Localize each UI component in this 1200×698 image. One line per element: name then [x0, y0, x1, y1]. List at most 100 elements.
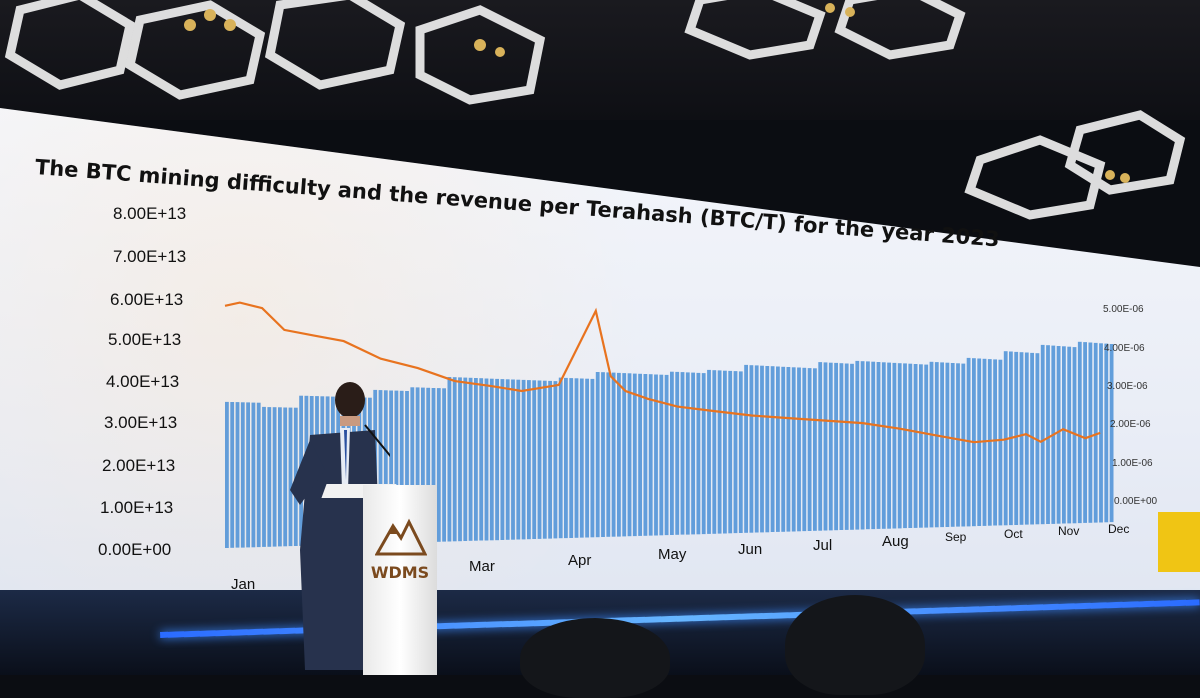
difficulty-bar [733, 371, 738, 534]
difficulty-bar [744, 364, 748, 533]
difficulty-bar [701, 373, 706, 535]
y-tick-label: 0.00E+00 [98, 540, 172, 559]
difficulty-bar [807, 368, 812, 531]
difficulty-bar [987, 359, 992, 526]
difficulty-bar [908, 363, 913, 528]
difficulty-bar [500, 379, 505, 540]
y-tick-label: 2.00E+13 [102, 456, 176, 475]
difficulty-bar [436, 388, 441, 542]
difficulty-bar [1072, 347, 1077, 524]
difficulty-bar [659, 374, 664, 536]
y2-tick-label: 2.00E-06 [1110, 419, 1151, 430]
difficulty-bar [1104, 343, 1109, 523]
difficulty-bar [383, 390, 388, 544]
difficulty-bar [712, 370, 717, 534]
difficulty-bar [611, 372, 616, 537]
x-month-label: Nov [1058, 524, 1080, 538]
difficulty-bar [638, 373, 642, 536]
difficulty-bar [521, 379, 526, 540]
difficulty-bar [447, 377, 452, 542]
difficulty-bar [876, 362, 881, 529]
difficulty-bar [929, 361, 934, 528]
difficulty-bar [1099, 343, 1103, 523]
y-tick-label: 3.00E+13 [104, 413, 178, 432]
difficulty-bar [246, 402, 250, 548]
difficulty-bar [240, 402, 245, 548]
difficulty-bar [431, 388, 436, 542]
difficulty-bar [664, 374, 669, 536]
difficulty-bar [474, 378, 478, 541]
difficulty-bar [389, 390, 393, 544]
difficulty-bar [685, 372, 690, 535]
y-tick-label: 1.00E+13 [100, 498, 174, 517]
difficulty-bar [855, 360, 860, 530]
difficulty-bar [707, 369, 711, 534]
difficulty-bar [1019, 352, 1024, 525]
x-month-label: Apr [568, 552, 592, 569]
difficulty-bar [1062, 346, 1066, 524]
difficulty-bar [394, 390, 399, 543]
difficulty-bar [574, 378, 579, 538]
difficulty-bar [680, 372, 685, 535]
difficulty-bar [505, 379, 510, 540]
difficulty-bar [516, 379, 521, 540]
difficulty-bar [1024, 352, 1029, 525]
difficulty-bar [601, 372, 605, 537]
difficulty-bar [924, 364, 929, 528]
y-tick-label: 4.00E+13 [106, 372, 180, 391]
y-tick-label: 7.00E+13 [113, 247, 187, 266]
difficulty-bar [934, 362, 939, 528]
difficulty-bar [892, 362, 897, 529]
difficulty-bar [881, 362, 886, 529]
difficulty-bar [426, 387, 431, 543]
difficulty-bar [850, 363, 854, 530]
x-month-label: Aug [882, 533, 909, 550]
difficulty-bar [643, 374, 648, 536]
difficulty-bar [288, 407, 293, 547]
difficulty-bar [760, 365, 764, 533]
y-tick-label: 5.00E+13 [108, 330, 182, 349]
ceiling [0, 0, 1200, 120]
difficulty-bar [553, 381, 558, 539]
difficulty-bar [738, 371, 743, 533]
difficulty-bar [781, 366, 786, 532]
difficulty-bar [421, 387, 425, 543]
difficulty-bar [458, 377, 462, 542]
difficulty-bar [998, 359, 1003, 526]
difficulty-bar [844, 363, 849, 530]
x-month-label: Jul [813, 537, 833, 554]
difficulty-bar [1056, 346, 1061, 524]
difficulty-bar [405, 391, 409, 543]
difficulty-bar [1014, 351, 1019, 525]
mountain-logo-icon [375, 518, 427, 556]
difficulty-bar [1083, 342, 1087, 523]
difficulty-bar [654, 374, 658, 536]
y-tick-label: 8.00E+13 [113, 204, 187, 223]
x-month-label: Mar [469, 558, 495, 575]
difficulty-bar [834, 362, 838, 531]
difficulty-bar [399, 390, 404, 543]
x-month-label: Oct [1004, 527, 1023, 541]
x-month-label: Jan [231, 576, 256, 593]
difficulty-bar [786, 367, 791, 532]
difficulty-bar [378, 390, 383, 544]
difficulty-bar [728, 370, 733, 534]
difficulty-bar [1077, 341, 1082, 524]
difficulty-bar [564, 377, 568, 539]
difficulty-bar [262, 406, 266, 547]
difficulty-bar [537, 380, 542, 539]
x-month-label: Sep [945, 530, 967, 544]
difficulty-bar [468, 377, 473, 541]
difficulty-bar [913, 364, 918, 528]
difficulty-bar [776, 366, 780, 532]
difficulty-bar [648, 374, 653, 536]
difficulty-bar [754, 365, 759, 533]
difficulty-bar [1035, 353, 1040, 525]
difficulty-bar [484, 378, 489, 541]
difficulty-bar [765, 366, 770, 533]
difficulty-bar [278, 407, 282, 547]
difficulty-bar [511, 379, 515, 540]
difficulty-bar [1040, 344, 1045, 525]
y2-tick-label: 0.00E+00 [1114, 496, 1158, 507]
difficulty-bar [802, 367, 807, 532]
